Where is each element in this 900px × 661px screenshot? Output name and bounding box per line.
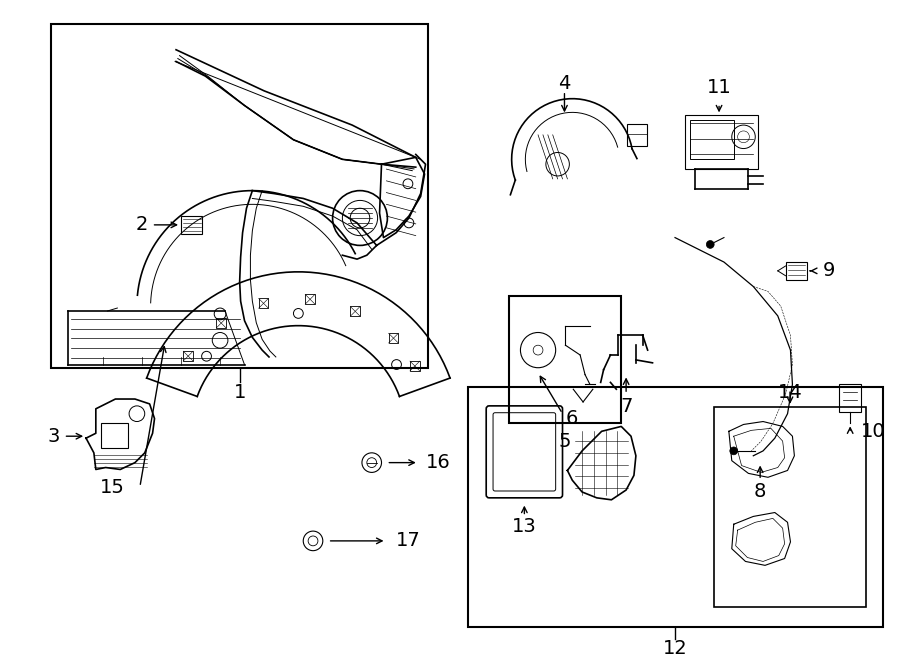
Bar — [184, 351, 193, 361]
Bar — [685, 115, 758, 169]
Bar — [840, 384, 861, 412]
Bar — [101, 424, 128, 448]
Text: 2: 2 — [136, 215, 148, 235]
Text: 13: 13 — [512, 517, 536, 535]
Text: 5: 5 — [559, 432, 572, 451]
Bar — [181, 216, 202, 234]
Bar — [715, 407, 866, 607]
Bar — [786, 262, 807, 280]
Circle shape — [706, 241, 715, 249]
Text: 12: 12 — [663, 639, 688, 658]
Text: 10: 10 — [861, 422, 886, 441]
Text: 3: 3 — [48, 427, 60, 446]
Text: 14: 14 — [778, 383, 803, 402]
Bar — [305, 294, 315, 304]
Text: 4: 4 — [558, 73, 571, 93]
Bar — [468, 387, 884, 627]
Text: 16: 16 — [426, 453, 450, 472]
Text: 1: 1 — [233, 383, 246, 402]
Bar — [389, 333, 399, 343]
Bar — [216, 318, 226, 328]
Bar — [410, 361, 419, 371]
Bar — [508, 296, 621, 424]
Text: 11: 11 — [706, 79, 732, 97]
Text: 17: 17 — [396, 531, 421, 551]
Bar — [350, 307, 360, 316]
Circle shape — [730, 447, 738, 455]
Bar — [627, 124, 647, 146]
Bar — [689, 120, 733, 159]
Text: 15: 15 — [100, 478, 125, 496]
Bar — [258, 298, 268, 308]
Bar — [50, 24, 428, 368]
Text: 8: 8 — [754, 483, 766, 502]
Text: 9: 9 — [823, 261, 835, 280]
Text: 7: 7 — [620, 397, 633, 416]
Text: 6: 6 — [566, 409, 579, 428]
